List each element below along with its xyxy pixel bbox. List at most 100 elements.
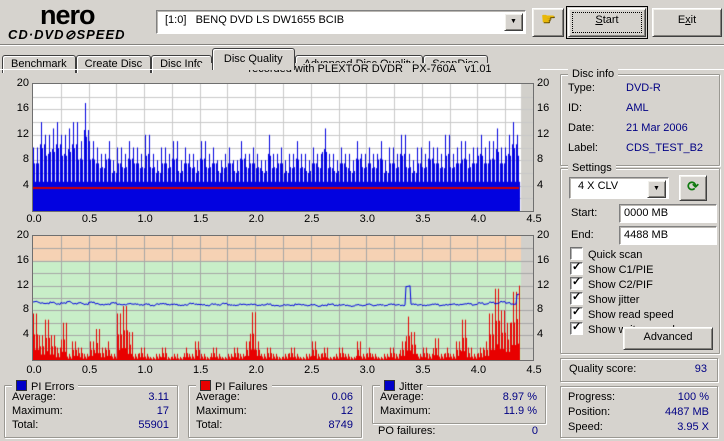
y-axis-tick-label: 8 bbox=[22, 303, 29, 316]
po-failures-label: PO failures: bbox=[378, 425, 436, 437]
y-axis-tick-label: 16 bbox=[16, 253, 29, 266]
scan-speed-value: 4 X CLV bbox=[578, 180, 619, 192]
checkbox-show-c2-pif[interactable]: Show C2/PIF bbox=[570, 275, 653, 291]
checkbox-show-jitter[interactable]: Show jitter bbox=[570, 290, 640, 306]
jitter-stats-groupbox: Jitter Average: 8.97 % Maximum: 11.9 % bbox=[372, 379, 546, 424]
scan-speed-dropdown-button[interactable]: ▼ bbox=[647, 180, 666, 198]
stat-label: Total: bbox=[12, 419, 39, 431]
stat-label: Average: bbox=[196, 391, 240, 403]
x-axis-tick-label: 4.5 bbox=[526, 213, 542, 225]
start-button[interactable]: Start bbox=[568, 8, 646, 37]
disc-info-row: ID: AML bbox=[568, 102, 711, 114]
disc-info-label: ID: bbox=[568, 102, 583, 114]
y-axis-tick-label: 12 bbox=[537, 127, 550, 140]
y-axis-tick-label: 20 bbox=[537, 77, 550, 89]
disc-info-label: Label: bbox=[568, 142, 598, 154]
x-axis-tick-label: 3.5 bbox=[415, 364, 431, 376]
disc-info-value: AML bbox=[626, 102, 649, 114]
checkbox-quick-scan[interactable]: Quick scan bbox=[570, 247, 642, 261]
x-axis-tick-label: 2.5 bbox=[304, 364, 320, 376]
pi-errors-stats-groupbox: PI Errors Average: 3.11 Maximum: 17 Total:… bbox=[4, 379, 178, 438]
start-button-focus-rect bbox=[572, 12, 642, 33]
pi-errors-title-text: PI Errors bbox=[31, 381, 75, 393]
checkbox-label: Show C1/PIE bbox=[588, 264, 654, 276]
disc-info-row: Type: DVD-R bbox=[568, 82, 711, 94]
stat-value: 12 bbox=[340, 405, 353, 417]
pi-errors-chart-frame bbox=[32, 83, 534, 212]
disc-info-value: CDS_TEST_B2 bbox=[626, 142, 704, 154]
show-write-speed-checkbox[interactable] bbox=[570, 320, 583, 335]
x-axis-tick-label: 4.0 bbox=[470, 364, 487, 376]
stat-value: 3.11 bbox=[148, 391, 169, 403]
pi-errors-chart bbox=[33, 84, 533, 211]
pi-failures-title-text: PI Failures bbox=[215, 381, 268, 393]
speed-label: Speed: bbox=[568, 421, 603, 433]
y-axis-tick-label: 16 bbox=[537, 253, 550, 266]
checkbox-show-read-speed[interactable]: Show read speed bbox=[570, 305, 674, 321]
y-axis-tick-label: 20 bbox=[16, 229, 29, 241]
x-axis-tick-label: 3.5 bbox=[415, 213, 431, 225]
stat-row: Maximum: 17 bbox=[12, 405, 169, 417]
y-axis-tick-label: 4 bbox=[22, 178, 29, 191]
stat-label: Average: bbox=[380, 391, 424, 403]
tab-benchmark[interactable]: Benchmark bbox=[2, 55, 76, 73]
refresh-button[interactable]: ⟳ bbox=[679, 175, 707, 201]
stat-label: Maximum: bbox=[196, 405, 247, 417]
checkbox-label: Show jitter bbox=[588, 294, 640, 306]
checkbox-show-c1-pie[interactable]: Show C1/PIE bbox=[570, 260, 654, 276]
start-position-value: 0000 MB bbox=[624, 207, 669, 219]
app-logo: nero CD·DVD⊘SPEED bbox=[8, 2, 178, 43]
x-axis-tick-label: 0.0 bbox=[26, 364, 42, 376]
progress-value: 100 % bbox=[677, 391, 709, 403]
stat-value: 0.06 bbox=[331, 391, 353, 403]
show-c1-pie-checkbox[interactable] bbox=[570, 260, 583, 275]
stat-row: Maximum: 12 bbox=[196, 405, 353, 417]
jitter-title-text: Jitter bbox=[399, 381, 423, 393]
pi-errors-stats-title: PI Errors bbox=[12, 379, 79, 393]
position-label: Position: bbox=[568, 406, 611, 418]
x-axis-tick-label: 3.0 bbox=[359, 364, 375, 376]
quality-score-panel: Quality score: 93 bbox=[560, 358, 718, 382]
show-read-speed-checkbox[interactable] bbox=[570, 305, 583, 320]
disc-info-value: 21 Mar 2006 bbox=[626, 122, 688, 134]
x-axis-tick-label: 2.0 bbox=[248, 213, 264, 225]
x-axis-tick-label: 0.0 bbox=[26, 213, 42, 225]
eject-button[interactable]: ☛ bbox=[532, 8, 564, 37]
advanced-button[interactable]: Advanced bbox=[623, 327, 713, 350]
x-axis-tick-label: 1.5 bbox=[193, 364, 209, 376]
progress-label: Progress: bbox=[568, 391, 616, 403]
stat-value: 55901 bbox=[138, 419, 169, 431]
stat-value: 8.97 % bbox=[502, 391, 537, 403]
tab-disc-quality[interactable]: Disc Quality bbox=[211, 48, 295, 70]
x-axis-tick-label: 4.0 bbox=[470, 213, 487, 225]
quick-scan-checkbox[interactable] bbox=[570, 247, 583, 260]
x-axis-tick-label: 1.0 bbox=[137, 364, 153, 376]
exit-button[interactable]: Exit bbox=[652, 8, 722, 37]
start-position-field[interactable]: 0000 MB bbox=[619, 204, 717, 223]
chevron-down-icon: ▼ bbox=[653, 185, 660, 192]
pi-failures-stats-title: PI Failures bbox=[196, 379, 272, 393]
y-axis-tick-label: 12 bbox=[537, 278, 550, 291]
tab-create-disc[interactable]: Create Disc bbox=[75, 55, 152, 73]
y-axis-tick-label: 12 bbox=[16, 278, 29, 291]
checkbox-label: Show C2/PIF bbox=[588, 279, 653, 291]
drive-selector[interactable]: [1:0] BENQ DVD LS DW1655 BCIB ▼ bbox=[156, 10, 526, 34]
po-failures-row: PO failures: 0 bbox=[378, 425, 538, 437]
x-axis-tick-label: 1.0 bbox=[137, 213, 153, 225]
end-position-field[interactable]: 4488 MB bbox=[619, 226, 717, 245]
disc-info-value: DVD-R bbox=[626, 82, 661, 94]
stat-label: Maximum: bbox=[380, 405, 431, 417]
stat-label: Average: bbox=[12, 391, 56, 403]
progress-row: Position: 4487 MB bbox=[568, 406, 709, 418]
show-jitter-checkbox[interactable] bbox=[570, 290, 583, 305]
scan-speed-selector[interactable]: 4 X CLV ▼ bbox=[569, 177, 669, 199]
show-c2-pif-checkbox[interactable] bbox=[570, 275, 583, 290]
toolbar-separator-highlight bbox=[0, 45, 724, 46]
y-axis-tick-label: 16 bbox=[16, 102, 29, 115]
x-axis-tick-label: 0.5 bbox=[81, 364, 98, 376]
drive-selector-dropdown-button[interactable]: ▼ bbox=[504, 13, 523, 31]
end-field-label: End: bbox=[571, 229, 594, 241]
y-axis-tick-label: 4 bbox=[537, 178, 544, 191]
stat-label: Total: bbox=[196, 419, 223, 431]
